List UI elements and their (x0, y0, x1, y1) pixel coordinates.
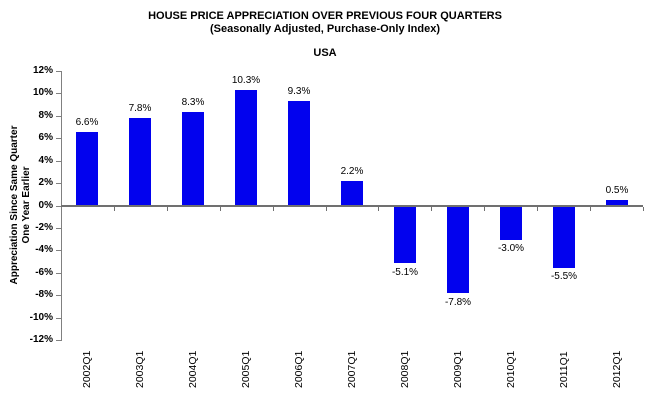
x-axis-tick-label: 2010Q1 (505, 350, 517, 388)
bar-value-label: -5.1% (391, 267, 419, 278)
bar-value-label: -7.8% (444, 297, 472, 308)
y-axis-tick-label: -2% (35, 222, 53, 233)
y-axis-tick-label: 0% (38, 200, 53, 211)
x-axis-tick (484, 207, 485, 211)
y-axis-tick-label: 6% (38, 132, 53, 143)
chart-subtitle: (Seasonally Adjusted, Purchase-Only Inde… (209, 23, 441, 35)
x-axis-tick (590, 207, 591, 211)
bar (182, 112, 204, 205)
y-axis-tick-label: -8% (35, 289, 53, 300)
bar-value-label: -3.0% (497, 243, 525, 254)
x-axis-tick (431, 207, 432, 211)
y-axis-tick (56, 228, 61, 229)
bar (394, 206, 416, 263)
y-axis-tick-label: -12% (29, 334, 53, 345)
x-axis-tick-label: 2006Q1 (293, 350, 305, 388)
y-axis-tick-label: -6% (35, 267, 53, 278)
x-axis-tick-label: 2012Q1 (611, 350, 623, 388)
x-axis-tick (220, 207, 221, 211)
x-axis-tick (114, 207, 115, 211)
y-axis-tick (56, 71, 61, 72)
x-axis-tick (643, 207, 644, 211)
x-axis-tick (378, 207, 379, 211)
y-axis-tick-label: 8% (38, 110, 53, 121)
bar (76, 132, 98, 206)
x-axis-tick (537, 207, 538, 211)
bar (500, 206, 522, 240)
x-axis-tick (326, 207, 327, 211)
x-axis-tick-label: 2004Q1 (187, 350, 199, 388)
bar (447, 206, 469, 293)
bar (553, 206, 575, 268)
bar-value-label: -5.5% (550, 271, 578, 282)
x-axis-tick-label: 2005Q1 (240, 350, 252, 388)
y-axis-tick (56, 250, 61, 251)
bar (288, 101, 310, 205)
bar-value-label: 6.6% (75, 117, 99, 128)
bar (606, 200, 628, 206)
zero-axis-line (61, 205, 643, 207)
y-axis-tick-label: -4% (35, 244, 53, 255)
bar-value-label: 0.5% (605, 185, 629, 196)
x-axis-tick (167, 207, 168, 211)
chart-title: HOUSE PRICE APPRECIATION OVER PREVIOUS F… (148, 10, 502, 22)
y-axis-tick (56, 183, 61, 184)
y-axis-tick-label: 2% (38, 177, 53, 188)
y-axis-tick-label: 12% (32, 65, 53, 76)
x-axis-tick-label: 2003Q1 (134, 350, 146, 388)
y-axis-tick (56, 161, 61, 162)
y-axis-tick (56, 318, 61, 319)
y-axis-tick-label: 4% (38, 155, 53, 166)
y-axis-tick-label: 10% (32, 87, 53, 98)
y-axis-tick (56, 340, 61, 341)
y-axis-tick (56, 116, 61, 117)
x-axis-tick-label: 2007Q1 (346, 350, 358, 388)
x-axis-tick-label: 2008Q1 (399, 350, 411, 388)
bar (235, 90, 257, 205)
y-axis-tick (56, 93, 61, 94)
y-axis-tick (56, 295, 61, 296)
y-axis-tick (56, 138, 61, 139)
region-label: USA (313, 47, 337, 59)
x-axis-tick-label: 2009Q1 (452, 350, 464, 388)
x-axis-tick-label: 2002Q1 (81, 350, 93, 388)
bar (341, 181, 363, 206)
bar-value-label: 8.3% (181, 97, 205, 108)
y-axis-tick-label: -10% (29, 312, 53, 323)
x-axis-tick-label: 2011Q1 (558, 351, 570, 388)
y-axis-tick (56, 206, 61, 207)
x-axis-tick (273, 207, 274, 211)
y-axis-tick (56, 273, 61, 274)
bar (129, 118, 151, 205)
bar-value-label: 10.3% (231, 75, 261, 86)
bar-value-label: 2.2% (340, 166, 364, 177)
bar-value-label: 9.3% (287, 86, 311, 97)
bar-value-label: 7.8% (128, 103, 152, 114)
